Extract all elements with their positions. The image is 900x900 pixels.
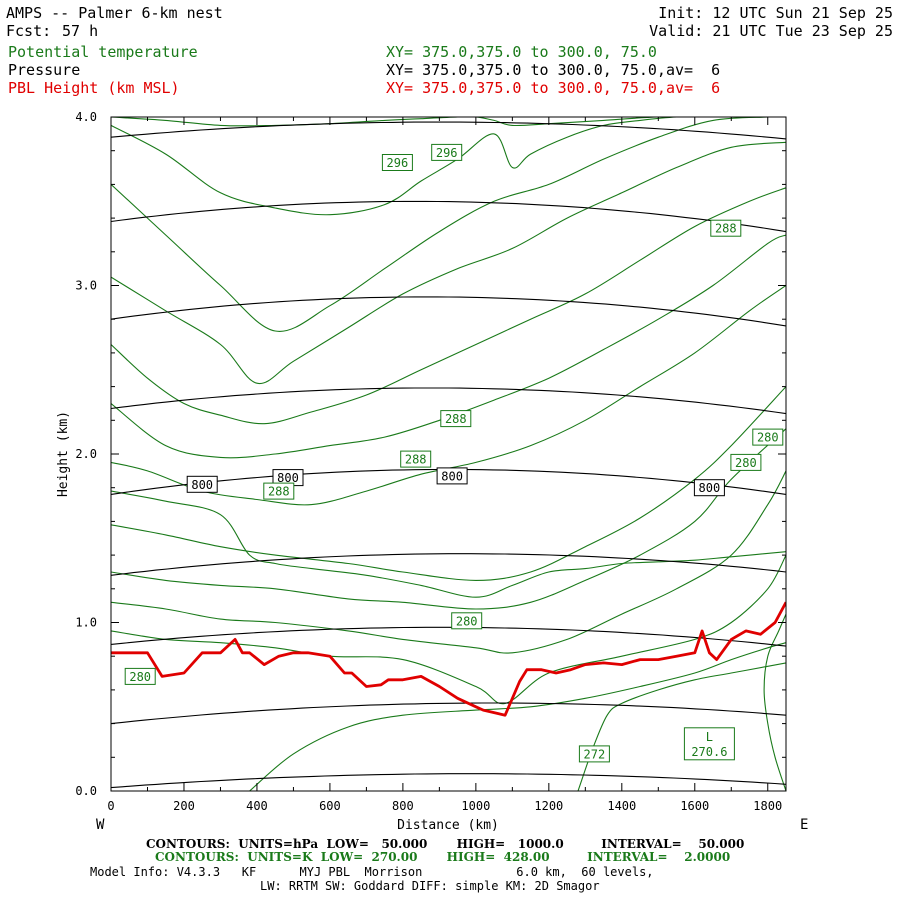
svg-text:288: 288 xyxy=(445,412,467,426)
pressure-contour-700 xyxy=(111,387,786,415)
x-tick-label: 800 xyxy=(392,799,414,813)
svg-text:280: 280 xyxy=(456,614,478,628)
svg-text:296: 296 xyxy=(436,146,458,160)
y-tick-label: 2.0 xyxy=(75,447,97,461)
pressure-contour-800 xyxy=(111,553,786,576)
svg-text:280: 280 xyxy=(735,456,757,470)
field-pbl-name: PBL Height (km MSL) xyxy=(8,79,180,97)
theta-contour-2 xyxy=(249,642,786,791)
theta-contour-7 xyxy=(111,285,786,506)
pressure-label: 800 xyxy=(693,479,725,497)
theta-label: 280 xyxy=(752,428,784,446)
svg-text:288: 288 xyxy=(715,222,737,236)
theta-contour-13 xyxy=(111,117,713,127)
theta-label: 288 xyxy=(400,450,432,468)
theta-contour-12 xyxy=(111,117,713,216)
svg-text:280: 280 xyxy=(757,431,779,445)
theta-contours xyxy=(111,117,786,791)
svg-text:288: 288 xyxy=(268,485,290,499)
theta-label: 280 xyxy=(124,667,156,685)
theta-label: 280 xyxy=(451,612,483,630)
theta-contour-8 xyxy=(111,234,786,459)
x-axis-title: Distance (km) xyxy=(397,818,499,833)
pressure-contour-600 xyxy=(111,200,786,233)
model-title: AMPS -- Palmer 6-km nest xyxy=(6,4,223,22)
theta-label: 288 xyxy=(263,482,295,500)
x-tick-label: 600 xyxy=(319,799,341,813)
pressure-label: 800 xyxy=(186,475,218,493)
x-tick-label: 200 xyxy=(173,799,195,813)
y-axis-title: Height (km) xyxy=(56,411,71,497)
field-theta-spec: XY= 375.0,375.0 to 300.0, 75.0 xyxy=(386,43,657,61)
svg-text:296: 296 xyxy=(387,156,409,170)
svg-text:800: 800 xyxy=(191,478,213,492)
pressure-contour-950 xyxy=(111,773,786,789)
theta-contour-11 xyxy=(111,117,786,332)
theta-contour-0 xyxy=(111,490,786,598)
footer-theta-contours: CONTOURS: UNITS=K LOW= 270.00 HIGH= 428.… xyxy=(155,850,731,864)
x-tick-label: 0 xyxy=(107,799,114,813)
east-label: E xyxy=(800,817,808,833)
pressure-label: 800 xyxy=(436,467,468,485)
theta-contour-1 xyxy=(577,662,786,791)
svg-text:280: 280 xyxy=(129,670,151,684)
pressure-contour-550 xyxy=(111,121,786,140)
pressure-contour-650 xyxy=(111,296,786,327)
theta-label: 288 xyxy=(710,219,742,237)
theta-contour-5 xyxy=(111,428,786,610)
svg-text:272: 272 xyxy=(584,747,606,761)
x-tick-label: 1000 xyxy=(461,799,490,813)
footer-physics: LW: RRTM SW: Goddard DIFF: simple KM: 2D… xyxy=(260,879,600,893)
svg-text:800: 800 xyxy=(441,469,463,483)
theta-label: 280 xyxy=(730,453,762,471)
svg-text:L: L xyxy=(706,730,713,744)
theta-contour-9 xyxy=(111,187,786,425)
field-pressure-spec: XY= 375.0,375.0 to 300.0, 75.0,av= 6 xyxy=(386,61,721,79)
field-pbl-spec: XY= 375.0,375.0 to 300.0, 75.0,av= 6 xyxy=(386,79,721,97)
theta-label: 296 xyxy=(431,143,463,161)
pressure-contour-850 xyxy=(111,626,786,647)
field-pressure-name: Pressure xyxy=(8,61,81,79)
forecast-label: Fcst: xyxy=(6,22,52,40)
x-tick-label: 1200 xyxy=(534,799,563,813)
x-tick-label: 400 xyxy=(246,799,268,813)
svg-text:800: 800 xyxy=(277,471,299,485)
svg-text:800: 800 xyxy=(699,481,721,495)
pbl-height-line xyxy=(111,601,786,717)
pressure-contours xyxy=(111,121,786,789)
valid-time: Valid: 21 UTC Tue 23 Sep 25 xyxy=(649,22,893,40)
init-time: Init: 12 UTC Sun 21 Sep 25 xyxy=(658,4,893,22)
y-tick-label: 3.0 xyxy=(75,279,97,293)
theta-contour-10 xyxy=(111,141,786,384)
theta-label: 272 xyxy=(578,745,610,763)
y-tick-label: 1.0 xyxy=(75,616,97,630)
pbl-height-series xyxy=(111,601,786,717)
contour-labels: 800 800 8008002962962882882882882802802802… xyxy=(124,143,784,763)
svg-text:270.6: 270.6 xyxy=(691,745,727,759)
west-label: W xyxy=(96,817,105,833)
pressure-label: 800 xyxy=(272,469,304,487)
footer-pressure-contours: CONTOURS: UNITS=hPa LOW= 50.000 HIGH= 10… xyxy=(146,837,745,851)
theta-contour-14 xyxy=(763,613,786,791)
x-tick-label: 1800 xyxy=(753,799,782,813)
theta-label: 296 xyxy=(381,154,413,171)
field-theta-name: Potential temperature xyxy=(8,43,198,61)
y-tick-label: 4.0 xyxy=(75,110,97,124)
svg-text:288: 288 xyxy=(405,453,427,467)
footer-model-info: Model Info: V4.3.3 KF MYJ PBL Morrison 6… xyxy=(90,865,654,879)
theta-label: 288 xyxy=(440,410,472,428)
forecast-hour: 57 h xyxy=(62,22,99,40)
y-tick-label: 0.0 xyxy=(75,784,97,798)
x-tick-label: 1600 xyxy=(680,799,709,813)
theta-contour-3 xyxy=(111,554,786,705)
x-tick-label: 1400 xyxy=(607,799,636,813)
plot-frame xyxy=(110,116,787,792)
axes: 0 200 400 600 800 1000 1200 1400 1600 1800 0.0 1.0 2… xyxy=(75,110,786,813)
pressure-contour-900 xyxy=(111,702,786,725)
theta-contour-4 xyxy=(111,470,786,654)
